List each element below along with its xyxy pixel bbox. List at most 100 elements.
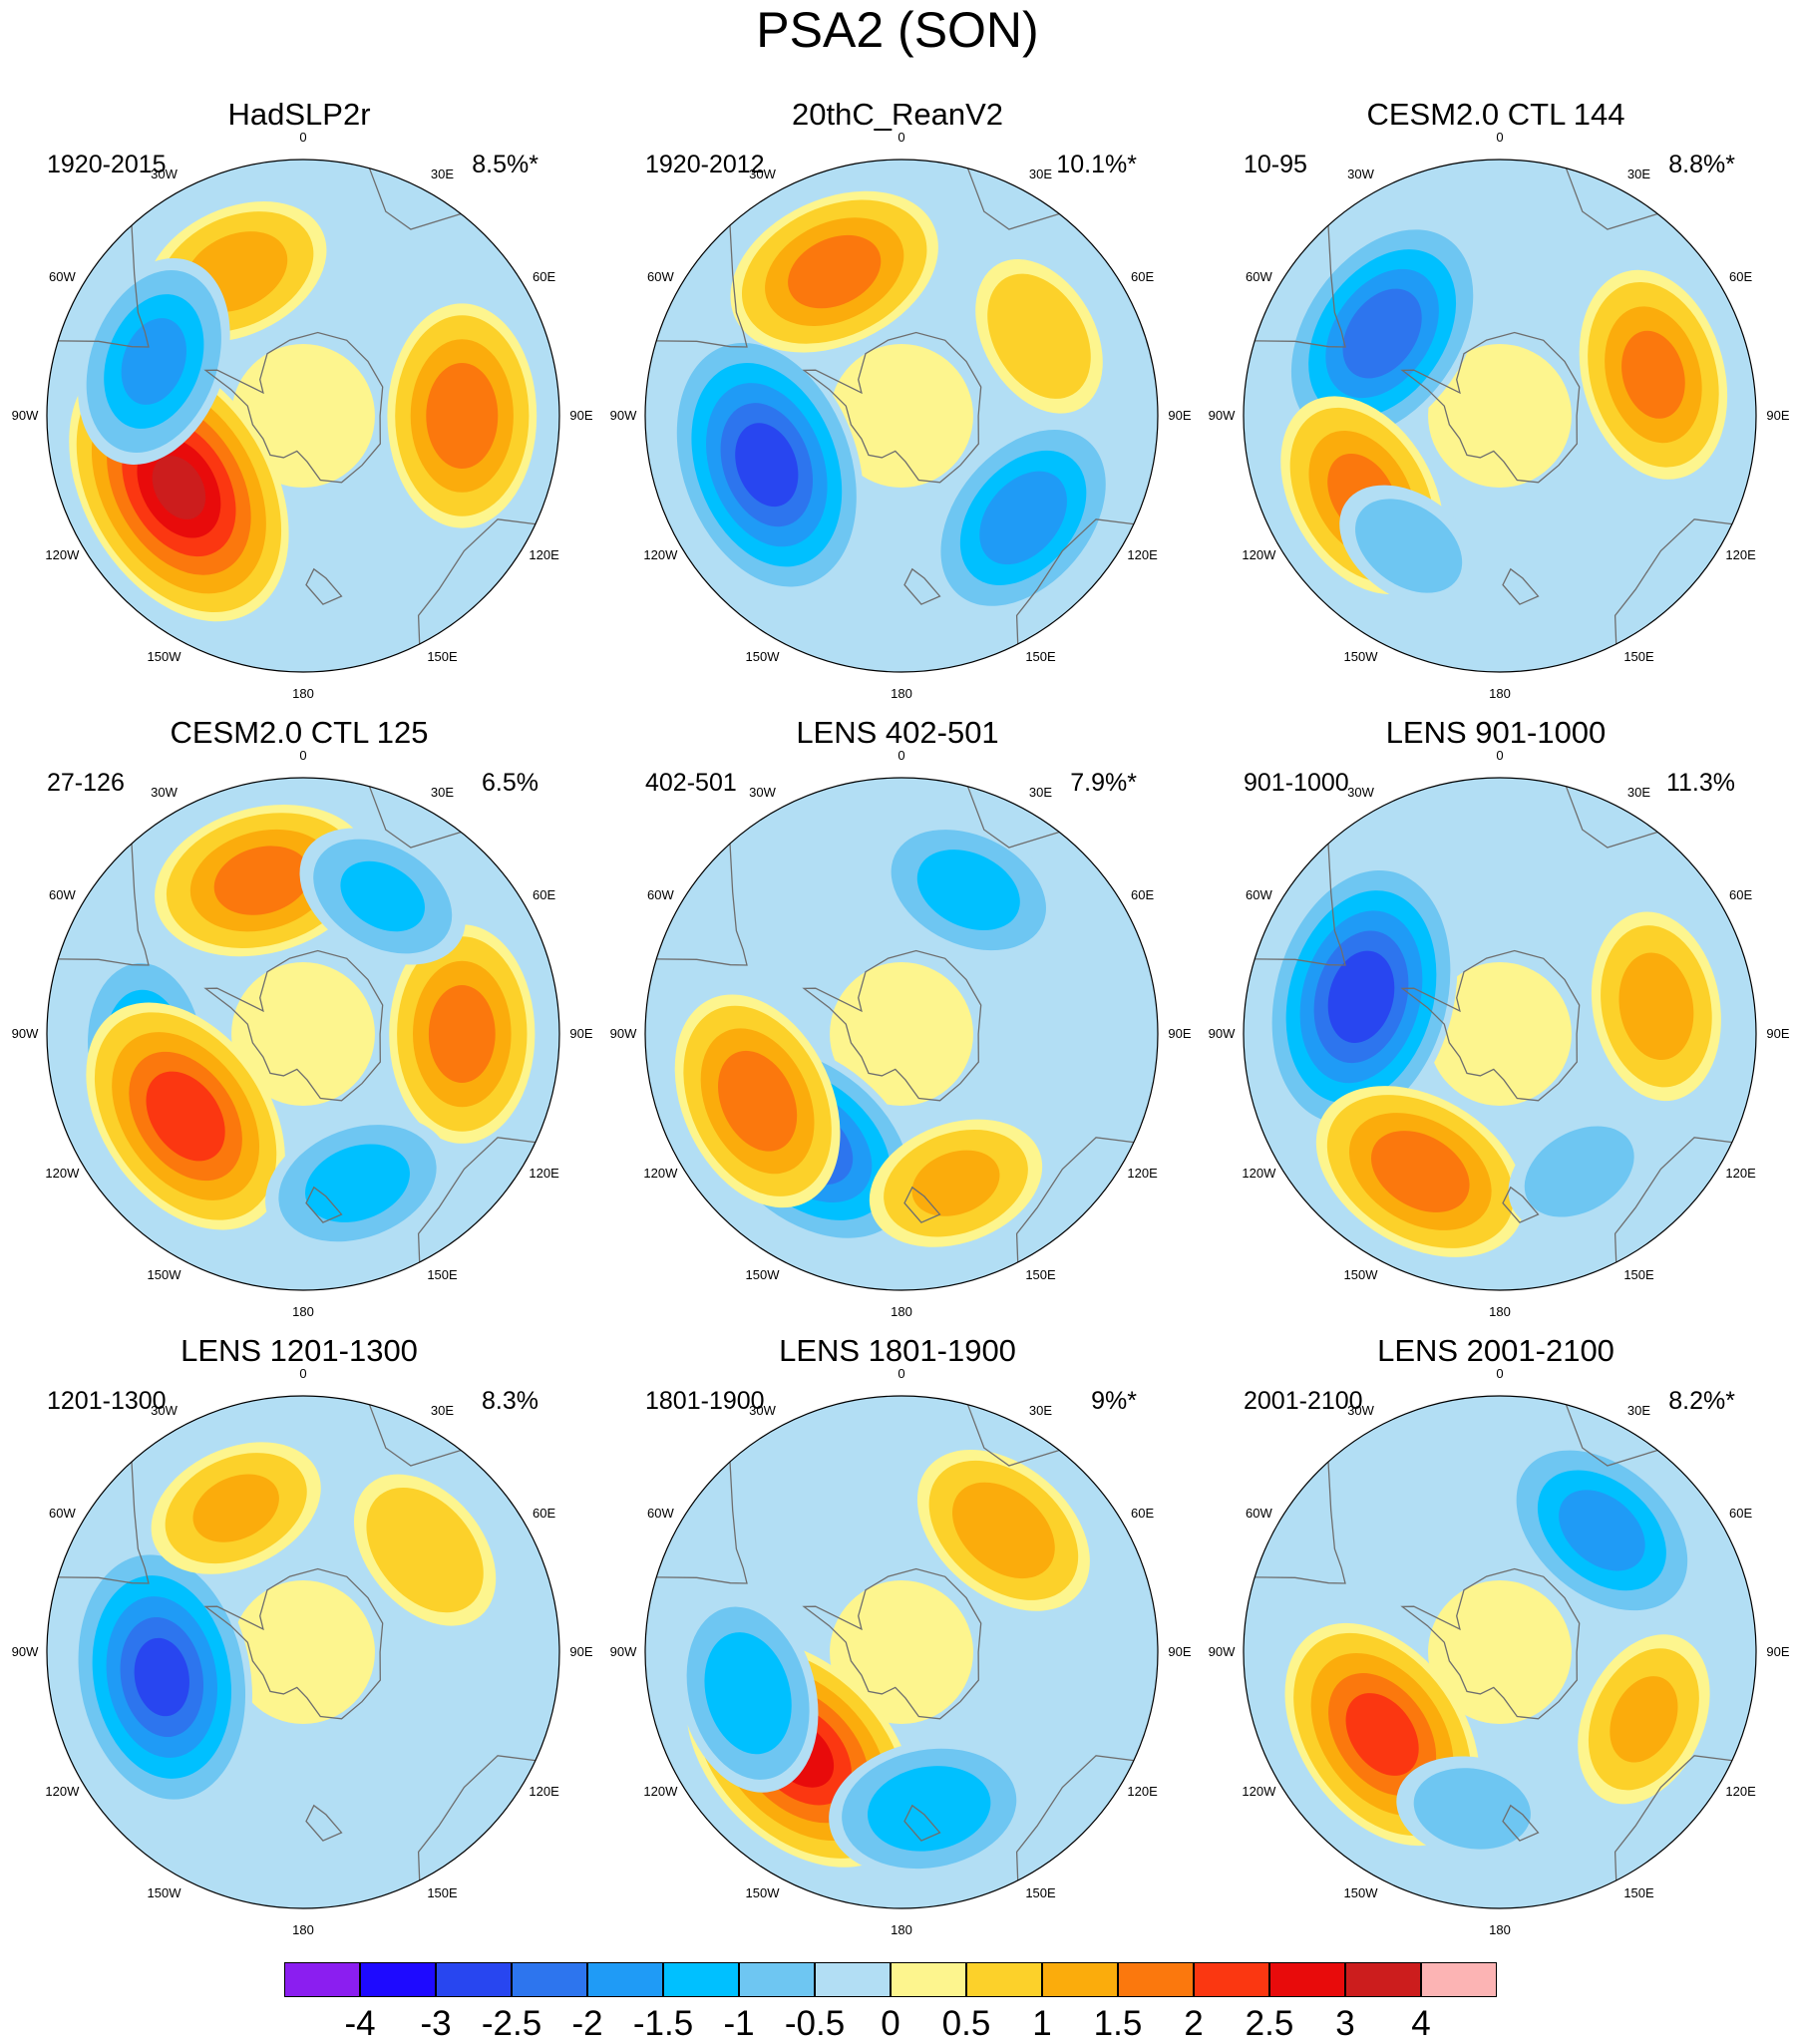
period-label: 1920-2012 [645,151,765,178]
coastline [903,567,941,605]
longitude-label: 30W [1347,167,1374,182]
coastline [58,224,150,348]
longitude-label: 180 [891,1304,912,1319]
period-label: 1920-2015 [47,151,167,178]
contour-band [979,471,1067,565]
longitude-label: 60W [49,268,76,284]
map-panel: LENS 2001-2100 2001-2100 8.2%* 0 30E 60E 90E 12… [1197,1331,1795,1949]
variance-label: 8.3% [482,1387,538,1415]
longitude-label: 150W [745,648,780,664]
variance-label: 8.2%* [1668,1387,1735,1415]
longitude-label: 150E [1025,648,1056,664]
longitude-label: 150W [147,648,181,664]
longitude-label: 90W [1208,1644,1236,1659]
colorbar-swatch [739,1962,815,1997]
longitude-label: 120E [1127,546,1158,562]
map-border [644,777,1159,1291]
longitude-label: 60E [533,1505,556,1521]
longitude-label: 90W [609,1644,637,1659]
colorbar-swatch [1345,1962,1421,1997]
longitude-label: 30E [1028,785,1053,801]
longitude-label: 120W [45,1783,80,1799]
longitude-label: 90E [1766,408,1790,423]
longitude-label: 90W [11,1644,39,1659]
coastline [368,1404,462,1467]
longitude-label: 120E [1127,1165,1158,1181]
colorbar-swatch [1042,1962,1118,1997]
polar-map [1243,777,1757,1291]
longitude-label: 150W [1343,648,1378,664]
period-label: 1801-1900 [645,1387,765,1415]
longitude-label: 180 [292,686,314,701]
period-label: 10-95 [1244,151,1307,178]
coastline [417,518,536,645]
contour-band [1621,330,1685,419]
central-field [830,344,973,488]
coastline [966,1404,1060,1467]
longitude-label: 90W [1208,408,1236,423]
map-panel: LENS 901-1000 901-1000 11.3% 0 30E 60E 90E 120E… [1197,713,1795,1331]
longitude-label: 0 [299,748,307,763]
longitude-label: 60E [533,268,556,284]
contour-band [426,363,499,469]
longitude-label: 60E [1131,1505,1155,1521]
panel-title: LENS 901-1000 [1385,715,1607,750]
longitude-label: 60E [1131,886,1155,902]
longitude-label: 90E [569,1644,593,1659]
map-border [46,159,560,673]
colorbar-label: 3 [1335,2004,1355,2043]
coastline [966,786,1060,849]
coastline [656,224,748,348]
panel-title: 20thC_ReanV2 [792,97,1003,132]
colorbar-swatch [587,1962,663,1997]
variance-label: 8.5%* [472,151,538,178]
longitude-label: 60W [647,886,674,902]
longitude-label: 120W [1242,1783,1276,1799]
longitude-label: 60E [533,886,556,902]
colorbar-swatch [360,1962,436,1997]
contour-band [1413,1768,1531,1850]
contour-band [911,1150,1000,1216]
coastline [305,567,343,605]
longitude-label: 150W [745,1266,780,1282]
colorbar-label: 0.5 [941,2004,991,2043]
longitude-label: 30E [1626,785,1651,801]
longitude-label: 90E [569,1026,593,1041]
contour-band [152,456,206,519]
longitude-label: 30W [1347,785,1374,801]
contour-band [340,860,425,932]
coastline [802,331,982,484]
central-field [1428,1580,1572,1724]
longitude-label: 120W [45,1165,80,1181]
longitude-label: 90E [1766,1644,1790,1659]
coastline [368,786,462,849]
coastline [656,843,748,966]
contour-band [987,273,1091,399]
panel-title: LENS 2001-2100 [1377,1333,1615,1368]
central-field [231,1580,375,1724]
colorbar-swatch [284,1962,360,1997]
longitude-label: 180 [1489,686,1511,701]
coastline [1400,949,1581,1102]
longitude-label: 120W [45,546,80,562]
contour-band [134,1637,189,1717]
central-field [830,962,973,1106]
longitude-label: 90E [1168,1026,1192,1041]
contour-band [1618,952,1694,1061]
coastline [903,1186,941,1223]
longitude-label: 30E [1626,1403,1651,1419]
map-border [1243,159,1757,673]
map-panel: 20thC_ReanV2 1920-2012 10.1%* 0 30E 60E 90E 120… [598,95,1197,713]
period-label: 27-126 [47,769,125,797]
coastline [903,1804,941,1842]
colorbar-swatch [1421,1962,1497,1997]
longitude-label: 90E [1168,1644,1192,1659]
longitude-label: 120E [1725,546,1756,562]
map-border [1243,777,1757,1291]
longitude-label: 90W [609,1026,637,1041]
coastline [1015,518,1134,645]
longitude-label: 120E [1127,1783,1158,1799]
map-border [46,1395,560,1909]
contour-band [1342,288,1422,379]
longitude-label: 30W [749,785,776,801]
